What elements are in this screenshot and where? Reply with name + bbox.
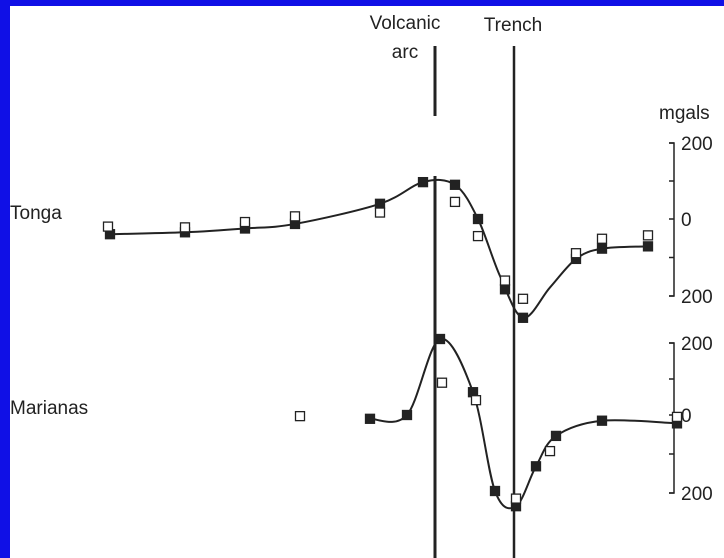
marianas-open-point-5 [671, 411, 683, 423]
marianas-open-point-2 [470, 395, 482, 406]
tonga-filled-point-8 [499, 284, 511, 295]
tonga-open-point-8 [517, 293, 529, 304]
marianas-filled-point-6 [530, 461, 542, 472]
marianas-y-tick-label-1: 0 [681, 406, 692, 427]
tonga-filled-point-11 [596, 243, 608, 254]
tonga-open-point-6 [472, 230, 484, 242]
volcanic-arc-label-line1: Volcanic [370, 13, 441, 34]
tonga-filled-point-6 [449, 179, 461, 190]
tonga-y-tick-label-2: 200 [681, 287, 713, 308]
tonga-open-point-9 [570, 248, 582, 259]
plot-marks: 200 0 200 200 0 200 [102, 46, 713, 558]
tonga-open-point-10 [596, 233, 608, 244]
marianas-open-point-1 [436, 377, 448, 388]
marianas-profile-curve [369, 337, 678, 510]
tonga-open-point-4 [374, 207, 386, 218]
tonga-filled-point-7 [472, 213, 484, 225]
marianas-y-tick-label-2: 200 [681, 484, 713, 505]
gravity-profile-chart: Volcanic arc Trench mgals Tonga Marianas… [10, 13, 713, 558]
marianas-label: Marianas [10, 398, 88, 419]
tonga-open-point-3 [289, 211, 301, 222]
tonga-open-point-1 [179, 222, 191, 233]
tonga-y-tick-label-1: 0 [681, 210, 692, 231]
tonga-filled-point-12 [642, 241, 654, 252]
tonga-filled-point-5 [417, 176, 429, 188]
tonga-open-point-0 [102, 221, 114, 232]
marianas-filled-point-4 [489, 485, 501, 497]
marianas-open-point-3 [510, 493, 522, 504]
marianas-open-point-0 [294, 410, 306, 422]
tonga-filled-point-4 [374, 198, 386, 209]
tonga-y-tick-label-0: 200 [681, 134, 713, 155]
marianas-filled-point-2 [434, 333, 446, 345]
marianas-open-point-4 [544, 445, 556, 457]
tonga-open-point-2 [239, 216, 251, 228]
tonga-filled-point-9 [517, 312, 529, 323]
tonga-label: Tonga [10, 203, 62, 224]
marianas-filled-point-7 [550, 430, 562, 442]
figure-panel: Volcanic arc Trench mgals Tonga Marianas… [10, 6, 724, 558]
trench-label: Trench [484, 15, 542, 36]
marianas-filled-point-8 [596, 415, 608, 426]
marianas-y-tick-label-0: 200 [681, 334, 713, 355]
tonga-open-point-11 [642, 230, 654, 241]
marianas-filled-point-1 [401, 409, 413, 421]
tonga-open-point-7 [499, 275, 511, 286]
volcanic-arc-label-line2: arc [392, 42, 418, 63]
tonga-open-point-5 [449, 196, 461, 208]
marianas-filled-point-0 [364, 413, 376, 424]
units-label: mgals [659, 103, 710, 124]
